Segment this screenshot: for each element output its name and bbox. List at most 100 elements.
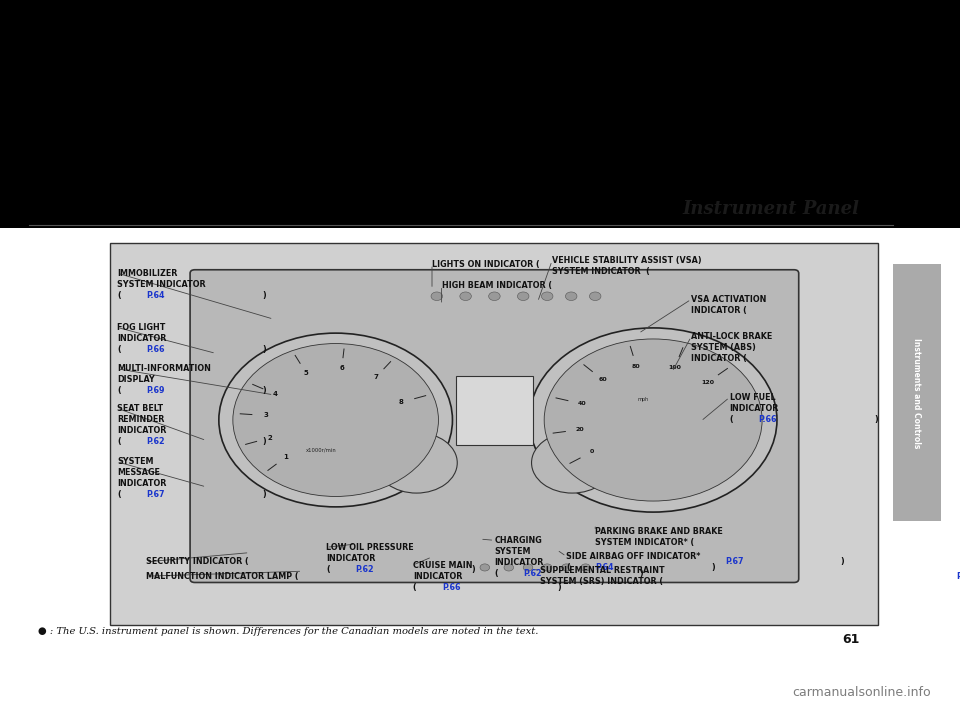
Text: x1000r/min: x1000r/min [306,448,337,453]
Circle shape [541,292,553,301]
Text: 120: 120 [701,380,714,385]
Text: (: ( [730,415,733,424]
Text: 4: 4 [273,391,277,397]
Text: ): ) [262,386,266,396]
Text: (: ( [566,563,570,572]
Text: MALFUNCTION INDICATOR LAMP (: MALFUNCTION INDICATOR LAMP ( [146,572,299,580]
Text: IMMOBILIZER: IMMOBILIZER [117,268,178,278]
Circle shape [489,292,500,301]
Text: P.62: P.62 [146,437,165,446]
Text: 6: 6 [340,365,344,371]
Text: CHARGING: CHARGING [494,536,542,545]
Text: P.67: P.67 [725,558,743,566]
Circle shape [562,564,571,571]
Circle shape [375,433,457,493]
Text: LOW FUEL: LOW FUEL [730,393,776,402]
Circle shape [233,343,439,496]
Text: P.66: P.66 [146,345,164,354]
Text: P.66: P.66 [442,583,460,592]
Text: ): ) [262,291,266,300]
Text: ): ) [262,491,266,500]
Text: ): ) [262,345,266,354]
Text: SYSTEM INDICATOR* (: SYSTEM INDICATOR* ( [595,538,694,547]
Text: SIDE AIRBAG OFF INDICATOR*: SIDE AIRBAG OFF INDICATOR* [566,552,701,561]
Text: VEHICLE STABILITY ASSIST (VSA): VEHICLE STABILITY ASSIST (VSA) [552,256,702,266]
Text: REMINDER: REMINDER [117,415,164,424]
Text: SUPPLEMENTAL RESTRAINT: SUPPLEMENTAL RESTRAINT [540,566,665,575]
Text: SYSTEM: SYSTEM [494,547,531,556]
Text: 0: 0 [590,449,594,454]
Text: SYSTEM INDICATOR: SYSTEM INDICATOR [117,280,205,288]
Circle shape [589,292,601,301]
Text: 3: 3 [263,413,268,418]
FancyBboxPatch shape [190,270,799,583]
Text: SEAT BELT: SEAT BELT [117,403,163,413]
Text: (: ( [413,583,417,592]
Text: P.64: P.64 [146,291,164,300]
Text: P.62: P.62 [355,565,374,574]
Text: SECURITY INDICATOR (: SECURITY INDICATOR ( [146,558,249,566]
Text: P.62: P.62 [956,572,960,580]
Text: 5: 5 [303,370,308,376]
Circle shape [542,564,552,571]
Text: ): ) [711,563,715,572]
Text: 40: 40 [578,401,587,406]
Text: Instruments and Controls: Instruments and Controls [912,338,922,448]
Text: INDICATOR: INDICATOR [413,572,462,580]
Text: DISPLAY: DISPLAY [117,376,155,384]
Text: ): ) [639,569,643,578]
Circle shape [581,564,590,571]
Text: P.62: P.62 [523,569,542,578]
Text: 8: 8 [399,399,404,405]
Text: 100: 100 [668,365,682,370]
Text: (: ( [117,491,121,500]
Text: ): ) [875,415,878,424]
Text: 60: 60 [598,377,607,382]
Text: ): ) [471,565,475,574]
Circle shape [517,292,529,301]
Text: INDICATOR: INDICATOR [117,426,166,435]
Text: ): ) [841,558,845,566]
Text: P.66: P.66 [758,415,777,424]
Text: (: ( [326,565,330,574]
Text: 61: 61 [842,633,859,645]
Text: INDICATOR: INDICATOR [326,554,375,563]
Circle shape [480,564,490,571]
Text: CRUISE MAIN: CRUISE MAIN [413,560,472,570]
Text: ANTI-LOCK BRAKE: ANTI-LOCK BRAKE [691,332,773,341]
Text: P.69: P.69 [146,386,164,396]
Text: ● : The U.S. instrument panel is shown. Differences for the Canadian models are : ● : The U.S. instrument panel is shown. … [38,628,539,636]
Text: (: ( [117,386,121,396]
Text: 7: 7 [373,374,378,381]
Circle shape [565,292,577,301]
Text: SYSTEM INDICATOR  (: SYSTEM INDICATOR ( [552,267,650,276]
Text: HIGH BEAM INDICATOR (: HIGH BEAM INDICATOR ( [442,281,552,290]
Circle shape [532,433,613,493]
Bar [0,228,960,714]
Text: VSA ACTIVATION: VSA ACTIVATION [691,295,767,304]
Text: mph: mph [638,397,649,402]
Text: (: ( [117,437,121,446]
Text: SYSTEM (SRS) INDICATOR (: SYSTEM (SRS) INDICATOR ( [540,577,663,586]
Bar [456,376,533,446]
Text: INDICATOR (: INDICATOR ( [691,306,747,315]
Text: ): ) [558,583,562,592]
Bar [110,243,878,625]
Text: carmanualsonline.info: carmanualsonline.info [793,686,931,699]
Text: 80: 80 [632,363,640,368]
Text: SYSTEM (ABS): SYSTEM (ABS) [691,343,756,352]
Circle shape [431,292,443,301]
Text: FOG LIGHT: FOG LIGHT [117,323,165,332]
Text: LOW OIL PRESSURE: LOW OIL PRESSURE [326,543,414,552]
Text: INDICATOR: INDICATOR [117,334,166,343]
Text: 1: 1 [283,454,289,460]
Circle shape [544,339,762,501]
Text: (: ( [117,291,121,300]
Circle shape [460,292,471,301]
Text: INDICATOR: INDICATOR [117,479,166,488]
Text: SYSTEM: SYSTEM [117,457,154,466]
Text: ): ) [262,437,266,446]
Text: P.64: P.64 [595,563,613,572]
Text: INDICATOR: INDICATOR [494,558,543,567]
Text: 2: 2 [268,435,273,441]
